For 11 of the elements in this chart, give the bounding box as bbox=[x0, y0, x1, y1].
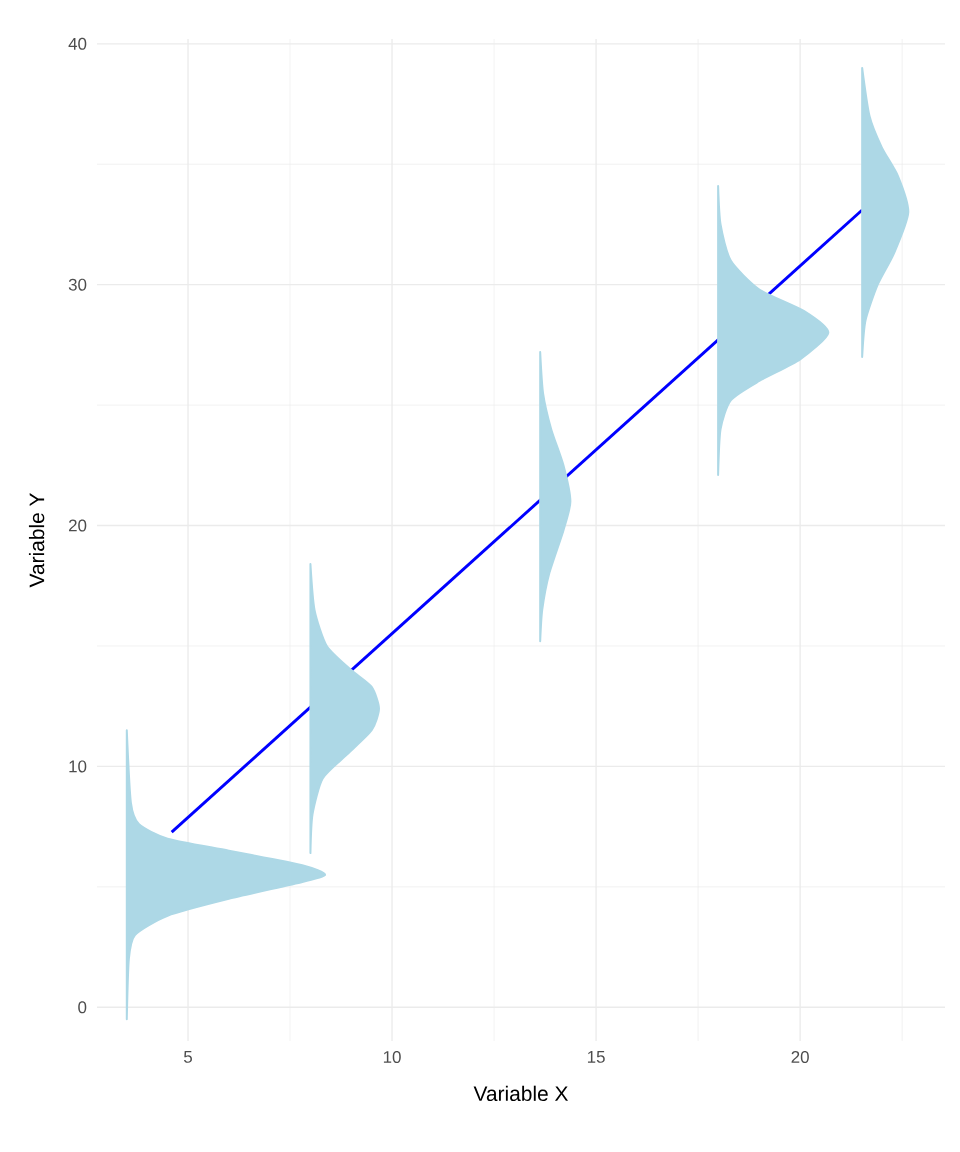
x-axis-title: Variable X bbox=[473, 1085, 569, 1102]
x-tick-label: 20 bbox=[791, 1051, 809, 1064]
x-tick-label: 5 bbox=[183, 1051, 192, 1063]
y-tick-label: 10 bbox=[69, 760, 87, 773]
x-tick-label: 15 bbox=[587, 1051, 605, 1063]
y-axis-title: Variable Y bbox=[28, 492, 45, 588]
y-tick-label: 30 bbox=[68, 278, 87, 291]
y-tick-label: 20 bbox=[68, 519, 87, 532]
x-tick-label: 10 bbox=[383, 1051, 401, 1064]
y-tick-label: 40 bbox=[68, 37, 87, 50]
y-tick-label: 0 bbox=[78, 1001, 87, 1014]
